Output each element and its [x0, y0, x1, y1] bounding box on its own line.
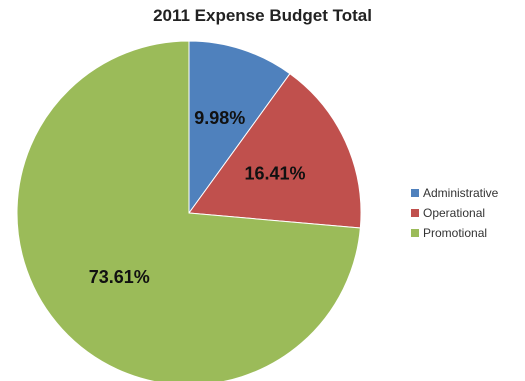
legend-item-administrative: Administrative — [411, 183, 498, 203]
legend-item-operational: Operational — [411, 203, 498, 223]
legend-label: Promotional — [423, 226, 488, 240]
legend-swatch — [411, 189, 419, 197]
slice-label-administrative: 9.98% — [194, 108, 245, 128]
pie-slices — [16, 40, 362, 381]
legend: Administrative Operational Promotional — [411, 183, 498, 243]
slice-label-promotional: 73.61% — [89, 267, 150, 287]
slice-label-operational: 16.41% — [245, 164, 306, 184]
pie-slice-operational — [188, 73, 362, 229]
pie-slice-labels: 9.98% 16.41% 73.61% — [89, 108, 306, 287]
pie-slice-promotional — [16, 40, 361, 381]
legend-item-promotional: Promotional — [411, 223, 498, 243]
pie-slice-administrative — [188, 40, 291, 215]
legend-swatch — [411, 209, 419, 217]
legend-swatch — [411, 229, 419, 237]
legend-label: Operational — [423, 206, 486, 220]
chart-title: 2011 Expense Budget Total — [153, 6, 372, 25]
legend-label: Administrative — [423, 186, 499, 200]
